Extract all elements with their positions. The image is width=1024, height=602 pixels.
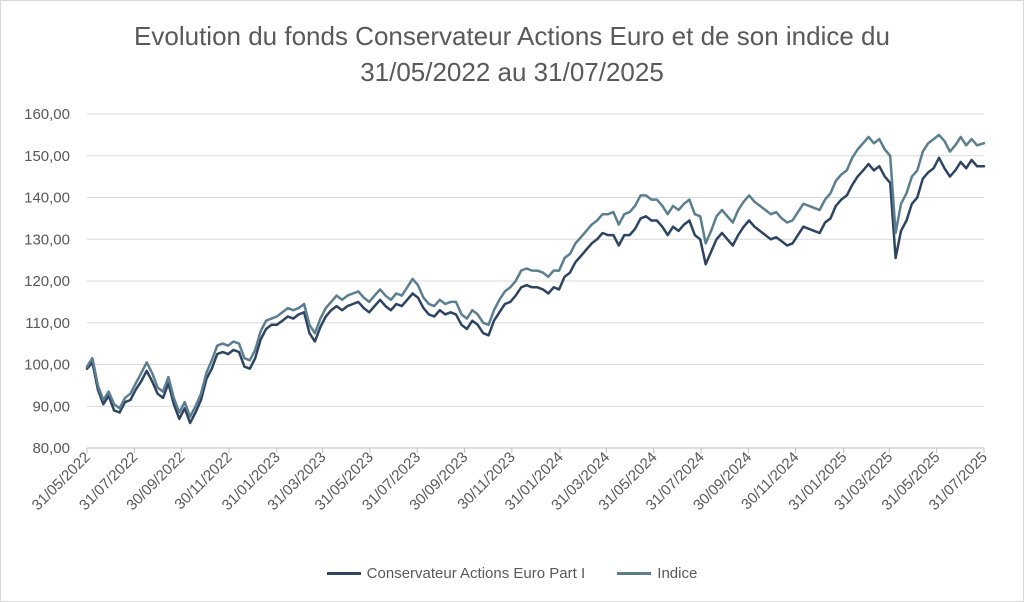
chart-title-line-2: 31/05/2022 au 31/07/2025: [360, 57, 664, 87]
legend: Conservateur Actions Euro Part I Indice: [0, 562, 1024, 582]
y-tick-label: 150,00: [24, 148, 70, 165]
y-axis-ticks: 80,00 90,00 100,00 110,00 120,00 130,00 140,00…: [24, 106, 70, 457]
legend-swatch-index: [617, 572, 652, 575]
chart-title: Evolution du fonds Conservateur Actions …: [0, 18, 1024, 90]
y-tick-label: 110,00: [25, 315, 70, 332]
series-line-fund: [85, 156, 986, 425]
y-tick-label: 80,00: [32, 440, 70, 457]
legend-label-fund: Conservateur Actions Euro Part I: [366, 565, 586, 582]
series-line-index: [85, 133, 986, 418]
legend-item-fund: Conservateur Actions Euro Part I: [326, 565, 586, 582]
legend-item-index: Indice: [617, 565, 697, 582]
chart-title-line-1: Evolution du fonds Conservateur Actions …: [134, 21, 890, 51]
legend-label-index: Indice: [657, 565, 698, 582]
y-tick-label: 120,00: [24, 273, 70, 290]
gridlines: [87, 113, 984, 449]
x-axis: 31/05/202231/07/202230/09/202230/11/2022…: [29, 448, 991, 514]
y-tick-label: 160,00: [24, 106, 70, 123]
y-tick-label: 140,00: [24, 190, 70, 207]
y-tick-label: 90,00: [32, 398, 70, 415]
y-tick-label: 130,00: [24, 231, 70, 248]
y-tick-label: 100,00: [24, 357, 70, 374]
series-lines: [85, 133, 986, 425]
legend-swatch-fund: [326, 572, 361, 575]
